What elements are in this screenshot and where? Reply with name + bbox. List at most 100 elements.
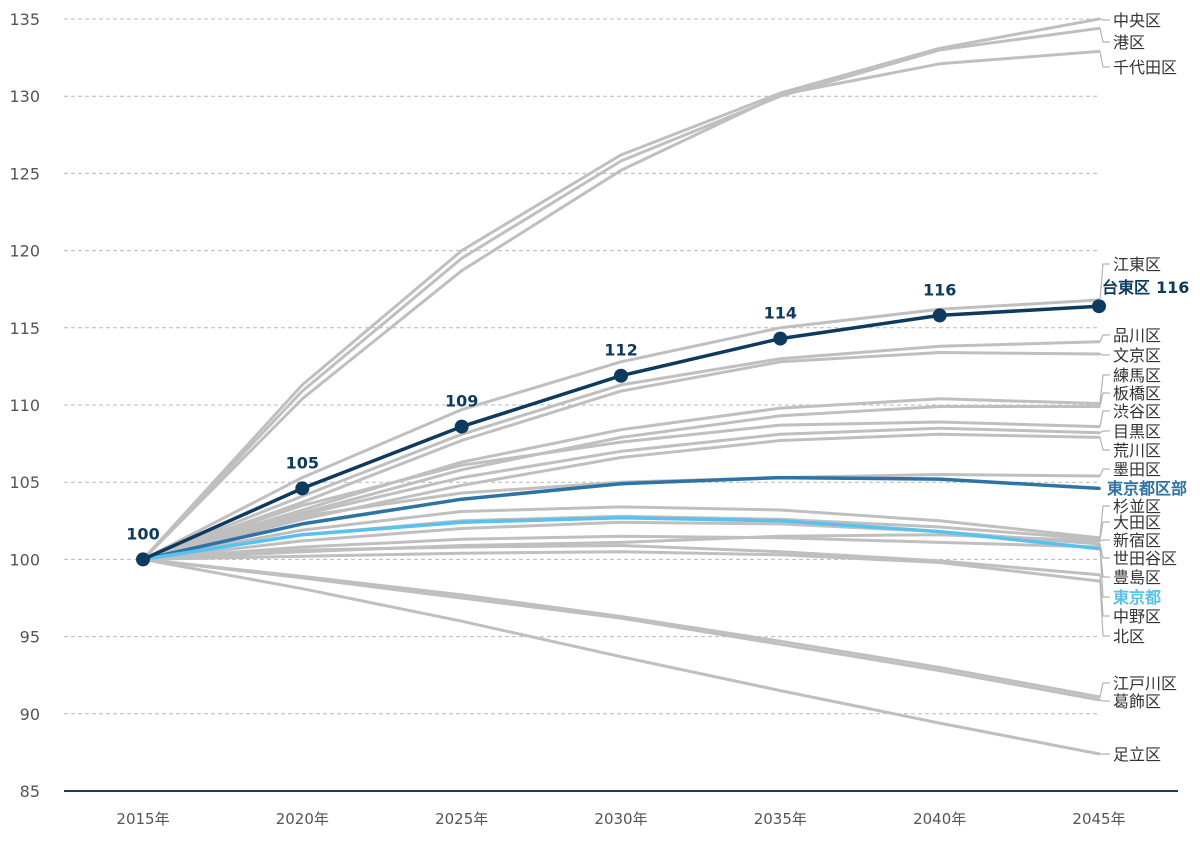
label-leader-line-14 (1099, 505, 1110, 538)
y-tick-label-8: 125 (9, 164, 40, 183)
series-name: 江戸川区 (1113, 674, 1177, 693)
label-leader-line-2 (1099, 51, 1110, 68)
label-leader-line-8 (1099, 392, 1110, 407)
data-point-marker-3 (614, 368, 628, 383)
data-point-marker-5 (932, 308, 947, 323)
series-name: 渋谷区 (1113, 402, 1161, 421)
series-lines: 100 105 109 112 114 116 (126, 17, 1106, 756)
series-line-7 (141, 397, 1101, 561)
series-name: 文京区 (1113, 346, 1161, 365)
x-tick-label-6: 2045年 (1072, 810, 1125, 828)
series-end-label-16: 新宿区 (1113, 531, 1161, 550)
series-end-label-6: 文京区 (1113, 346, 1161, 365)
series-name: 台東区 (1102, 278, 1150, 297)
label-leader-line-11 (1099, 437, 1110, 451)
series-line-1 (141, 26, 1101, 561)
series-end-label-10: 目黒区 (1113, 422, 1161, 441)
series-name: 新宿区 (1113, 531, 1161, 550)
y-tick-label-10: 135 (9, 10, 40, 29)
series-name: 杉並区 (1113, 497, 1161, 516)
series-name: 江東区 (1113, 255, 1161, 274)
x-tick-label-1: 2020年 (276, 810, 329, 828)
label-leader-line-21 (1099, 580, 1110, 637)
series-end-label-22: 江戸川区 (1113, 674, 1177, 693)
label-leader-line-16 (1099, 539, 1110, 542)
data-label-4: 114 (764, 304, 797, 323)
series-line-20 (141, 544, 1101, 577)
label-leader-line-19 (1099, 548, 1110, 598)
label-leader-line-7 (1099, 374, 1110, 404)
series-name: 葛飾区 (1113, 692, 1161, 711)
series-name: 大田区 (1113, 513, 1161, 532)
label-leader-line-9 (1099, 410, 1110, 427)
y-tick-label-3: 100 (9, 550, 40, 569)
series-end-label-8: 板橋区 (1113, 384, 1161, 403)
label-leader-line-22 (1099, 682, 1110, 697)
series-name: 墨田区 (1113, 460, 1161, 479)
series-name: 世田谷区 (1113, 549, 1177, 568)
series-end-label-7: 練馬区 (1113, 366, 1161, 385)
series-end-label-5: 品川区 (1113, 326, 1161, 345)
series-name: 中野区 (1113, 607, 1161, 626)
series-line-16 (141, 533, 1101, 561)
gridlines (64, 18, 1100, 715)
series-end-label-1: 港区 (1113, 33, 1145, 52)
data-point-marker-4 (773, 331, 788, 346)
series-line-18 (141, 534, 1101, 561)
series-name: 北区 (1113, 627, 1145, 646)
y-tick-label-4: 105 (9, 473, 40, 492)
series-name: 中央区 (1113, 11, 1161, 30)
series-end-label-21: 北区 (1113, 627, 1145, 646)
series-end-label-14: 杉並区 (1113, 497, 1161, 516)
y-tick-label-7: 120 (9, 242, 40, 261)
series-line-6 (141, 351, 1101, 561)
data-point-marker-0 (136, 552, 150, 567)
series-name: 豊島区 (1113, 568, 1161, 587)
series-line-13 (141, 475, 1101, 562)
series-end-label-15: 大田区 (1113, 513, 1161, 532)
label-leader-line-5 (1099, 334, 1110, 342)
label-leader-line-0 (1099, 18, 1110, 21)
series-line-5 (141, 340, 1101, 561)
x-tick-label-4: 2035年 (754, 810, 807, 828)
series-name: 練馬区 (1113, 366, 1161, 385)
series-line-10 (141, 426, 1101, 561)
series-end-label-23: 葛飾区 (1113, 692, 1161, 711)
y-tick-label-5: 110 (9, 396, 40, 415)
label-leader-line-1 (1099, 28, 1110, 43)
label-leader-line-15 (1099, 521, 1110, 540)
series-name: 東京都区部 (1107, 479, 1187, 498)
series-line-21 (141, 550, 1101, 583)
series-line-22 (141, 557, 1101, 699)
data-label-2: 109 (445, 392, 478, 411)
series-line-0 (141, 17, 1101, 561)
series-end-label-20: 中野区 (1113, 607, 1161, 626)
series-end-label-4: 台東区 116 (1102, 278, 1189, 297)
series-line-24 (141, 557, 1101, 756)
series-end-label-0: 中央区 (1113, 11, 1161, 30)
series-end-label-24: 足立区 (1113, 745, 1161, 764)
y-tick-label-6: 115 (9, 319, 40, 338)
y-tick-label-9: 130 (9, 87, 40, 106)
series-end-label-9: 渋谷区 (1113, 402, 1161, 421)
y-tick-label-1: 90 (20, 705, 40, 724)
label-leader-line-6 (1099, 353, 1110, 356)
series-end-label-18: 豊島区 (1113, 568, 1161, 587)
axes: 85 90 95 100 105 110 115 120 125 130 135 2015年 2020年… (9, 10, 1178, 828)
data-label-1: 105 (286, 453, 319, 472)
series-end-label-13: 東京都区部 (1107, 479, 1187, 498)
series-name: 港区 (1113, 33, 1145, 52)
label-leader-line-10 (1099, 430, 1110, 434)
series-end-value: 116 (1156, 278, 1189, 297)
data-point-marker-2 (454, 419, 469, 434)
label-leader-line-12 (1099, 468, 1110, 477)
label-leader-line-17 (1099, 543, 1110, 559)
y-tick-label-2: 95 (20, 628, 40, 647)
series-name: 板橋区 (1113, 384, 1161, 403)
series-line-9 (141, 420, 1101, 561)
series-end-label-2: 千代田区 (1113, 58, 1177, 77)
series-end-label-19: 東京都 (1113, 588, 1161, 607)
